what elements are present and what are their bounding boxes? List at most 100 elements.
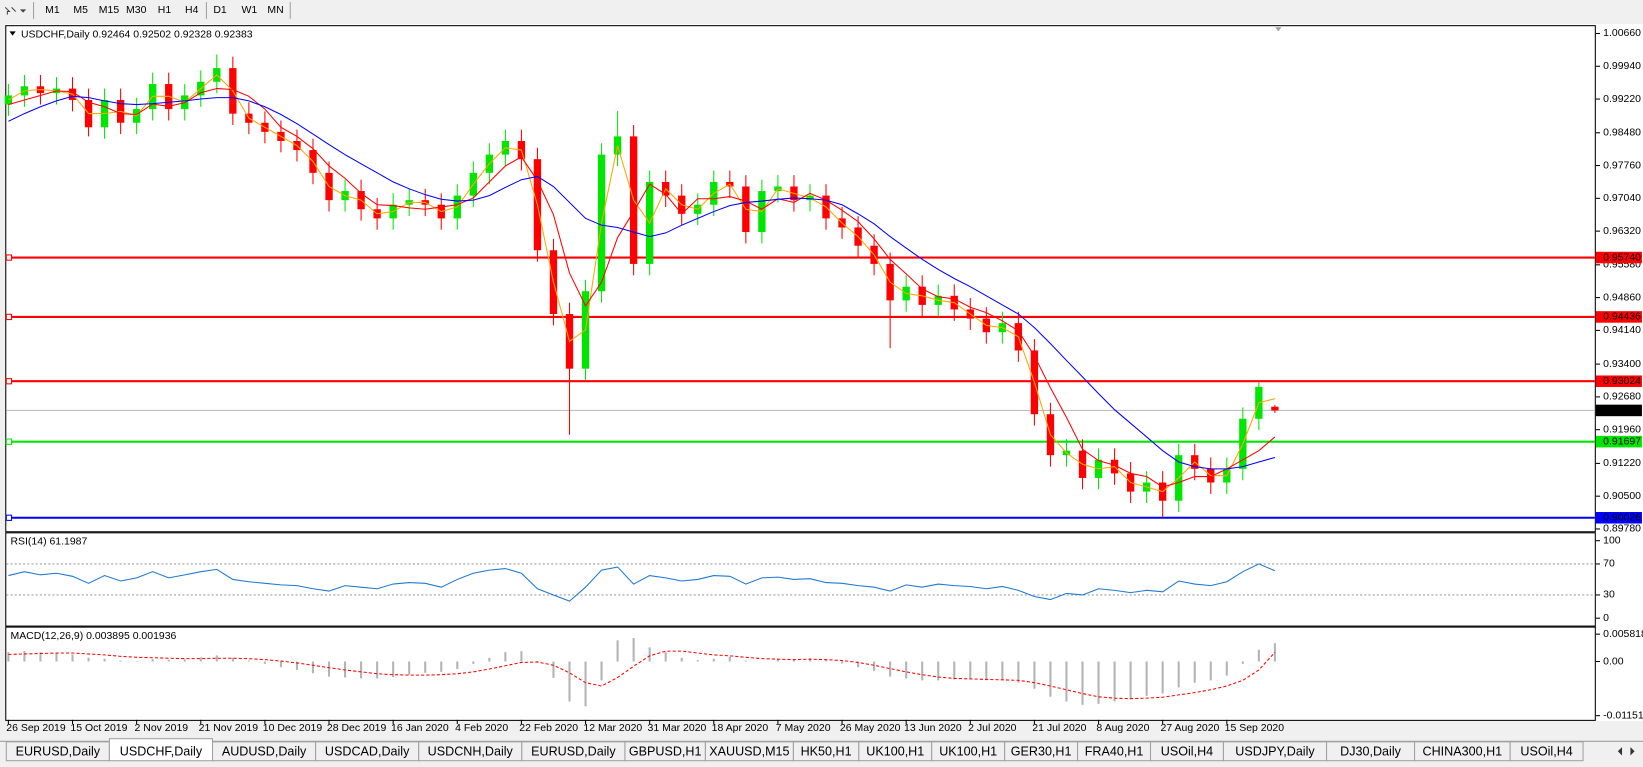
x-tick-label: 2 Jul 2020 (968, 723, 1016, 734)
x-tick-label: 26 Sep 2019 (6, 723, 66, 734)
x-tick-label: 8 Aug 2020 (1096, 723, 1149, 734)
rsi-line (8, 563, 1276, 602)
x-tick-label: 15 Oct 2019 (70, 723, 127, 734)
level-handle (5, 378, 13, 385)
bid-label: 0.92383 (1603, 405, 1641, 416)
macd-title: MACD(12,26,9) 0.003895 0.001936 (10, 631, 176, 642)
tab-label[interactable]: USDCNH,Daily (428, 745, 514, 759)
level-handle (5, 514, 13, 521)
x-tick-label: 12 Mar 2020 (583, 723, 642, 734)
tab-label[interactable]: USDCHF,Daily (120, 745, 203, 759)
y-tick-label: 1.00660 (1603, 28, 1641, 39)
y-tick-label: 0.94860 (1603, 292, 1641, 303)
y-tick-label: 0.00 (1603, 656, 1624, 667)
tab-label[interactable]: UK100,H1 (866, 745, 924, 759)
y-tick-label: 0.94140 (1603, 325, 1641, 336)
level-handle (5, 254, 13, 261)
main-panel-frame (5, 25, 1596, 533)
y-tick-label: -0.011514 (1603, 710, 1643, 721)
tab-label[interactable]: XAUUSD,M15 (709, 745, 789, 759)
x-tick-label: 13 Jun 2020 (904, 723, 962, 734)
y-tick-label: 0.90500 (1603, 491, 1641, 502)
level-badge (1595, 375, 1642, 387)
level-label: 0.91697 (1603, 436, 1641, 447)
level-label: 0.95740 (1603, 252, 1641, 263)
tab-label[interactable]: CHINA300,H1 (1423, 745, 1503, 759)
level-label: 0.93024 (1603, 376, 1641, 387)
timeframe-button[interactable]: M15 (99, 5, 120, 16)
y-tick-label: 0.93400 (1603, 359, 1641, 370)
y-tick-label: 0.89780 (1603, 524, 1641, 535)
x-tick-label: 26 May 2020 (840, 723, 901, 734)
y-tick-label: 0.99220 (1603, 94, 1641, 105)
chart-title: USDCHF,Daily 0.92464 0.92502 0.92328 0.9… (21, 29, 253, 40)
candle-body (4, 95, 13, 105)
tab-label[interactable]: USOil,H4 (1520, 745, 1572, 759)
y-tick-label: 30 (1603, 590, 1615, 601)
x-tick-label: 28 Dec 2019 (327, 723, 387, 734)
tab[interactable] (1509, 741, 1584, 762)
x-tick-label: 21 Jul 2020 (1032, 723, 1086, 734)
y-tick-label: 0.91220 (1603, 458, 1641, 469)
x-tick-label: 31 Mar 2020 (648, 723, 707, 734)
y-tick-label: 0.97760 (1603, 160, 1641, 171)
tab-label[interactable]: USDCAD,Daily (325, 745, 410, 759)
y-tick-label: 0.99940 (1603, 61, 1641, 72)
y-tick-label: 70 (1603, 559, 1615, 570)
tab-list: EURUSD,Daily USDCHF,Daily AUDUSD,Daily USDC… (5, 738, 1584, 762)
moving-average (8, 88, 1276, 488)
tab-label[interactable]: USDJPY,Daily (1235, 745, 1315, 759)
level-badge (1595, 311, 1642, 323)
timeframe-button[interactable]: M1 (45, 5, 60, 16)
y-tick-label: 0.95580 (1603, 260, 1641, 271)
x-tick-label: 7 May 2020 (776, 723, 831, 734)
moving-average (8, 74, 1276, 493)
macd-panel-frame (5, 626, 1596, 721)
tab-label[interactable]: EURUSD,Daily (531, 745, 616, 759)
rsi-title: RSI(14) 61.1987 (10, 536, 87, 547)
y-tick-label: 0.97040 (1603, 193, 1641, 204)
x-tick-label: 15 Sep 2020 (1225, 723, 1285, 734)
shift-marker (1275, 27, 1282, 32)
tab-label[interactable]: HK50,H1 (801, 745, 852, 759)
x-tick-label: 21 Nov 2019 (199, 723, 259, 734)
tab-label[interactable]: USOil,H4 (1161, 745, 1213, 759)
candle-body (1271, 406, 1279, 411)
level-handle (5, 438, 13, 445)
tab-label[interactable]: AUDUSD,Daily (222, 745, 307, 759)
level-badge (1595, 251, 1642, 264)
timeframe-bar: M1 M5 M15 M30 H1 H4 D1 W1 MN (45, 5, 284, 16)
level-badge (1595, 511, 1642, 524)
chart-menu-icon[interactable] (9, 31, 16, 36)
toolbar-icon[interactable] (4, 6, 27, 15)
tab-label[interactable]: GER30,H1 (1011, 745, 1072, 759)
timeframe-button[interactable]: M30 (126, 5, 147, 16)
x-tick-label: 4 Feb 2020 (455, 723, 508, 734)
timeframe-button[interactable]: MN (267, 5, 283, 16)
timeframe-button[interactable]: H4 (185, 5, 199, 16)
tab-label[interactable]: GBPUSD,H1 (629, 745, 702, 759)
signal-line (8, 650, 1276, 700)
rsi-panel-frame (5, 532, 1596, 627)
tab-label[interactable]: FRA40,H1 (1085, 745, 1144, 759)
y-tick-label: 0 (1603, 613, 1609, 624)
y-tick-label: 0.91960 (1603, 424, 1641, 435)
timeframe-button[interactable]: H1 (158, 5, 172, 16)
x-tick-label: 2 Nov 2019 (135, 723, 189, 734)
toolbar (0, 0, 1643, 21)
y-tick-label: 100 (1603, 535, 1621, 546)
x-tick-label: 27 Aug 2020 (1161, 723, 1220, 734)
tab-label[interactable]: EURUSD,Daily (16, 745, 101, 759)
x-tick-label: 10 Dec 2019 (263, 723, 323, 734)
timeframe-button[interactable]: M5 (73, 5, 88, 16)
tab-label[interactable]: DJ30,Daily (1340, 745, 1401, 759)
timeframe-button[interactable]: D1 (213, 5, 227, 16)
tab-scroll[interactable] (1617, 747, 1635, 756)
moving-average (8, 95, 1276, 470)
x-tick-label: 18 Apr 2020 (712, 723, 769, 734)
tab-label[interactable]: UK100,H1 (939, 745, 997, 759)
bid-badge (1595, 404, 1642, 417)
timeframe-button[interactable]: W1 (242, 5, 258, 16)
